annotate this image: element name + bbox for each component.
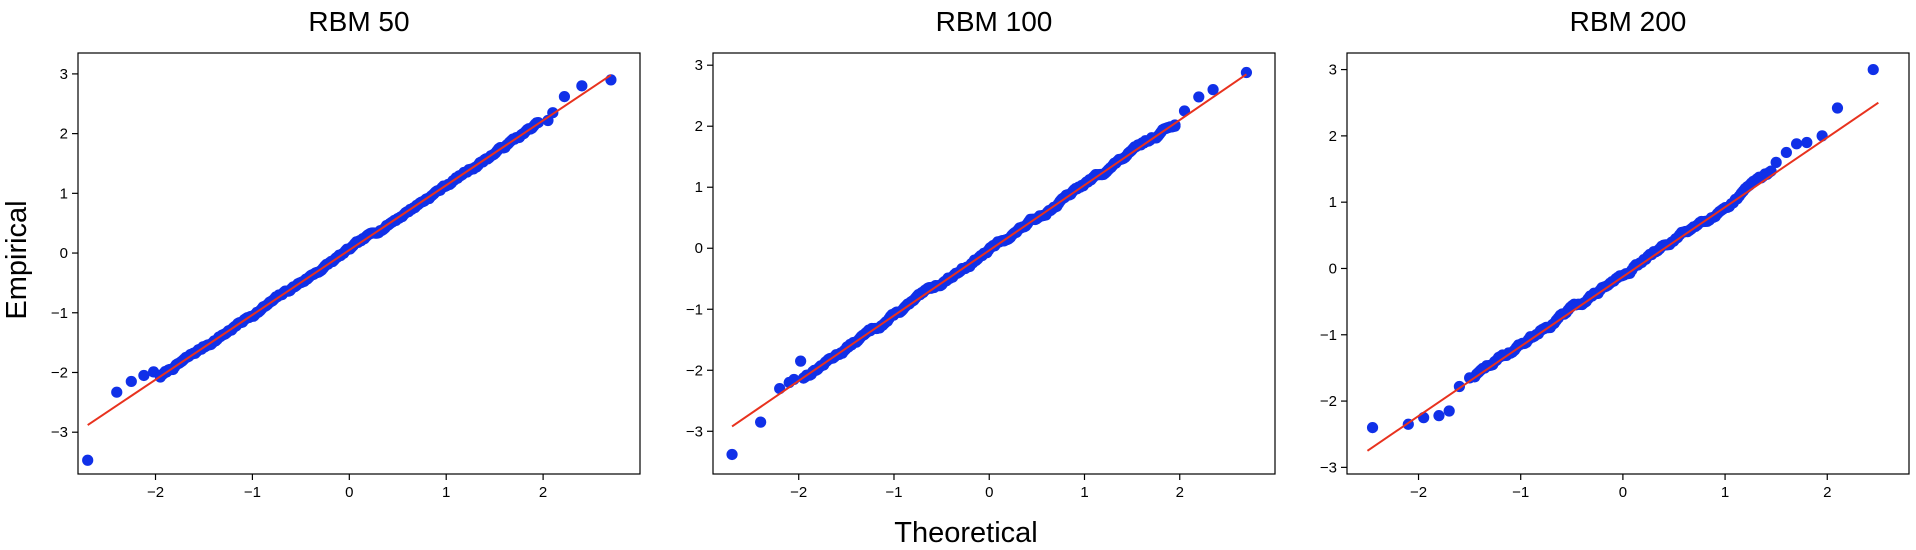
data-point [1418,412,1430,424]
data-point [1207,84,1219,96]
x-tick-label: 2 [1823,484,1831,501]
y-tick-label: 2 [1329,128,1337,145]
y-tick-label: 0 [695,240,703,257]
y-tick-label: 0 [60,245,68,262]
data-point [138,369,150,382]
y-tick-label: 3 [1329,62,1337,79]
data-point [726,448,738,461]
data-point [82,454,94,466]
x-tick-label: 0 [345,484,353,501]
y-tick-label: 1 [695,179,703,196]
x-tick-label: −1 [885,484,902,501]
x-tick-label: −2 [147,484,164,501]
panels: RBM 50 −2 −1 0 1 2 −3 −2 −1 0 1 2 3 RBM 100 −2 −1 0 1 2 −3 −… [51,6,1910,501]
y-tick-label: 1 [1329,194,1337,211]
axes-frame [77,52,641,475]
data-point [1831,102,1844,114]
figure-xlabel: Theoretical [894,517,1037,549]
x-tick-label: 0 [985,484,993,501]
x-tick-label: −1 [1512,484,1529,501]
axes-frame [712,52,1276,475]
data-point [1366,421,1379,434]
data-point [1433,410,1445,422]
panel-title: RBM 200 [1570,6,1687,37]
data-point [111,386,123,398]
panel-title: RBM 50 [308,6,409,37]
y-tick-label: 3 [695,57,703,74]
data-point [1193,91,1205,103]
y-tick-label: −1 [686,301,703,318]
data-point [1770,156,1782,168]
x-tick-label: −2 [1410,484,1427,501]
fit-line [1366,101,1879,452]
y-tick-label: 0 [1329,260,1337,277]
axes-frame [1346,52,1910,475]
data-point [1801,136,1813,149]
data-point [774,382,786,395]
x-tick-label: 2 [539,484,547,501]
figure-ylabel: Empirical [1,200,33,319]
x-tick-label: 1 [1080,484,1088,501]
y-tick-label: 1 [60,185,68,202]
data-point [1443,405,1455,417]
panel-title: RBM 100 [936,6,1053,37]
data-point [1816,130,1828,142]
data-point [1780,146,1792,159]
y-tick-label: −3 [686,423,703,440]
x-tick-label: −2 [790,484,807,501]
y-tick-label: −3 [1320,459,1337,476]
panel-1: RBM 50 −2 −1 0 1 2 −3 −2 −1 0 1 2 3 [51,6,641,501]
panel-3: RBM 200 −2 −1 0 1 2 −3 −2 −1 0 1 2 3 [1320,6,1910,501]
data-point [755,416,767,428]
x-tick-label: 1 [442,484,450,501]
x-tick-label: 0 [1619,484,1627,501]
y-tick-label: −3 [51,424,68,441]
data-point [1867,63,1879,76]
data-point [125,375,137,388]
panel-2: RBM 100 −2 −1 0 1 2 −3 −2 −1 0 1 2 3 [686,6,1276,501]
y-tick-label: −2 [686,362,703,379]
x-tick-label: −1 [244,484,261,501]
y-tick-label: 3 [60,66,68,83]
data-point [1791,138,1803,150]
data-point [558,90,571,103]
y-tick-label: −1 [51,305,68,322]
y-tick-label: −2 [51,364,68,381]
y-tick-label: 2 [60,126,68,143]
data-point [795,355,807,367]
fit-line [731,73,1247,428]
y-tick-label: 2 [695,118,703,135]
x-tick-label: 2 [1176,484,1184,501]
fit-line [87,74,612,426]
data-point [576,80,588,92]
y-tick-label: −2 [1320,393,1337,410]
y-tick-label: −1 [1320,327,1337,344]
x-tick-label: 1 [1721,484,1729,501]
